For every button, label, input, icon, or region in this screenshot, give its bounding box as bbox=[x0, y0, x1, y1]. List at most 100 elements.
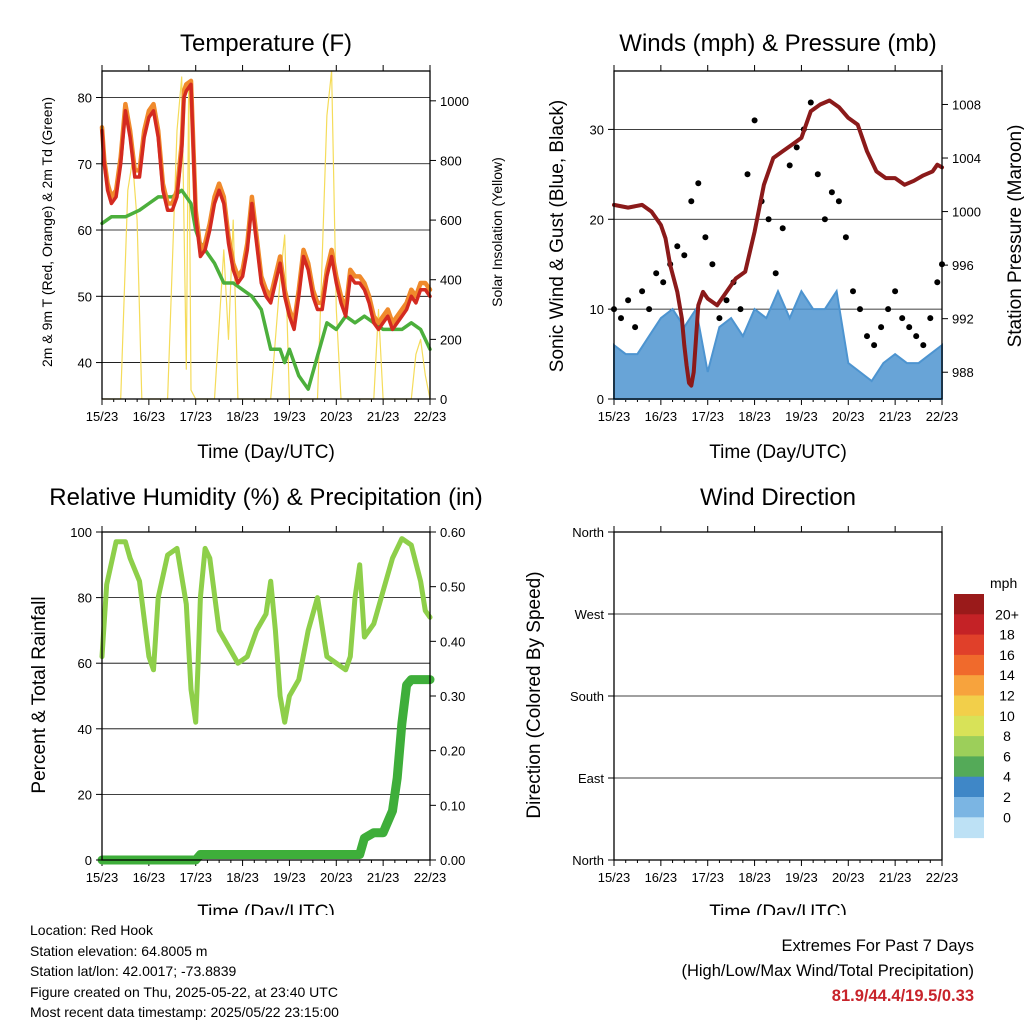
humidity-left-ylabel: Percent & Total Rainfall bbox=[29, 596, 50, 793]
wind-direction-plot-area: 15/23 16/23 17/23 18/23 19/23 20/23 21/23 22/23… bbox=[570, 525, 958, 885]
x-tick-label: 18/23 bbox=[226, 409, 259, 424]
gust-point bbox=[913, 333, 920, 340]
gust-point bbox=[765, 216, 772, 223]
x-tick-label: 19/23 bbox=[273, 870, 306, 885]
temperature-plot-area: 15/23 16/23 17/23 18/23 19/23 20/23 21/23 22/23… bbox=[78, 65, 469, 424]
y-tick-label-right: 988 bbox=[952, 365, 974, 380]
y-tick-label-left: 10 bbox=[590, 302, 604, 317]
gust-point bbox=[864, 333, 870, 340]
gust-point bbox=[857, 306, 863, 313]
wind-direction-title: Wind Direction bbox=[700, 484, 856, 511]
y-tick-label-right: 0.10 bbox=[440, 798, 465, 813]
legend-swatch bbox=[954, 817, 984, 839]
x-tick-label: 21/23 bbox=[367, 409, 400, 424]
y-tick-label-left: 70 bbox=[78, 157, 92, 172]
legend-label: 8 bbox=[1003, 728, 1011, 744]
x-tick-label: 16/23 bbox=[133, 870, 166, 885]
x-tick-label: 21/23 bbox=[367, 870, 400, 885]
temperature-title: Temperature (F) bbox=[180, 30, 352, 57]
gust-point bbox=[807, 99, 814, 106]
legend-swatch bbox=[954, 797, 984, 818]
speed-legend: mph 20+ 18 16 14 12 10 8 6 4 2 0 bbox=[954, 575, 1019, 839]
x-tick-label: 20/23 bbox=[320, 870, 353, 885]
winds-xlabel: Time (Day/UTC) bbox=[709, 442, 847, 463]
gust-point bbox=[653, 270, 660, 277]
winds-panel: Winds (mph) & Pressure (mb) Sonic Wind &… bbox=[547, 30, 1024, 463]
gust-point bbox=[892, 288, 899, 295]
x-tick-label: 17/23 bbox=[691, 870, 724, 885]
y-tick-label-left: East bbox=[578, 771, 604, 786]
x-tick-label: 16/23 bbox=[645, 409, 678, 424]
gust-point bbox=[737, 306, 744, 313]
legend-label: 0 bbox=[1003, 809, 1011, 825]
y-tick-label-left: 20 bbox=[590, 212, 604, 227]
gust-point bbox=[828, 189, 835, 196]
x-tick-label: 22/23 bbox=[926, 409, 959, 424]
legend-swatch bbox=[954, 736, 984, 757]
plot-frame bbox=[613, 531, 943, 861]
gust-point bbox=[723, 297, 730, 304]
gust-point bbox=[772, 270, 779, 277]
y-tick-label-left: 0 bbox=[85, 853, 92, 868]
x-tick-label: 21/23 bbox=[879, 409, 912, 424]
x-tick-label: 20/23 bbox=[832, 409, 865, 424]
meteogram-figure: Temperature (F) 2m & 9m T (Red, Orange) … bbox=[29, 30, 1024, 915]
gust-point bbox=[688, 198, 695, 205]
gust-point bbox=[842, 234, 849, 241]
wind-direction-panel: Wind Direction Direction (Colored By Spe… bbox=[524, 484, 1019, 915]
x-tick-label: 19/23 bbox=[785, 870, 818, 885]
gust-point bbox=[850, 288, 856, 295]
temperature-right-ylabel: Solar Insolation (Yellow) bbox=[489, 157, 505, 307]
x-tick-label: 21/23 bbox=[879, 870, 912, 885]
gust-point bbox=[899, 315, 906, 322]
station-location: Location: Red Hook bbox=[30, 922, 153, 938]
series-solar bbox=[101, 70, 431, 400]
y-tick-label-right: 992 bbox=[952, 312, 974, 327]
legend-label: 12 bbox=[999, 688, 1015, 704]
y-tick-label-right: 400 bbox=[440, 273, 462, 288]
y-tick-label-left: 100 bbox=[70, 525, 92, 540]
gust-point bbox=[779, 225, 786, 232]
legend-swatch bbox=[954, 634, 984, 656]
series-pressure bbox=[612, 98, 944, 388]
y-tick-label-right: 1000 bbox=[952, 205, 981, 220]
y-tick-label-left: 50 bbox=[78, 289, 92, 304]
y-tick-label-left: 20 bbox=[78, 787, 92, 802]
series-temp-2m bbox=[100, 82, 432, 332]
x-tick-label: 16/23 bbox=[645, 870, 678, 885]
legend-swatch bbox=[954, 776, 984, 798]
gust-point bbox=[625, 297, 632, 304]
legend-label: 16 bbox=[999, 647, 1015, 663]
gust-point bbox=[709, 261, 716, 268]
extremes-heading: Extremes For Past 7 Days bbox=[781, 937, 974, 955]
gust-point bbox=[920, 342, 927, 349]
gust-point bbox=[639, 288, 646, 295]
temperature-left-ylabel: 2m & 9m T (Red, Orange) & 2m Td (Green) bbox=[39, 97, 55, 367]
y-tick-label-left: 30 bbox=[590, 122, 604, 137]
x-tick-label: 18/23 bbox=[738, 870, 771, 885]
y-tick-label-left: North bbox=[572, 853, 604, 868]
plot-frame bbox=[101, 70, 431, 400]
gust-point bbox=[906, 324, 913, 331]
x-tick-label: 15/23 bbox=[598, 870, 631, 885]
x-tick-label: 19/23 bbox=[785, 409, 818, 424]
x-tick-label: 17/23 bbox=[179, 409, 212, 424]
gust-point bbox=[786, 162, 793, 169]
station-latlon: Station lat/lon: 42.0017; -73.8839 bbox=[30, 963, 237, 979]
legend-swatch bbox=[954, 594, 984, 615]
legend-swatch bbox=[954, 654, 984, 676]
gust-point bbox=[871, 342, 878, 349]
y-tick-label-left: 40 bbox=[78, 356, 92, 371]
legend-label: 4 bbox=[1003, 769, 1011, 785]
y-tick-label-right: 0.30 bbox=[440, 689, 465, 704]
humidity-xlabel: Time (Day/UTC) bbox=[197, 902, 335, 915]
x-tick-label: 20/23 bbox=[832, 870, 865, 885]
gust-point bbox=[885, 306, 892, 313]
station-info: Location: Red Hook Station elevation: 64… bbox=[30, 920, 339, 1023]
gust-point bbox=[878, 324, 885, 331]
gust-point bbox=[681, 252, 688, 259]
x-tick-label: 16/23 bbox=[133, 409, 166, 424]
y-tick-label-right: 0 bbox=[440, 392, 447, 407]
x-tick-label: 22/23 bbox=[414, 409, 447, 424]
winds-title: Winds (mph) & Pressure (mb) bbox=[619, 30, 936, 57]
